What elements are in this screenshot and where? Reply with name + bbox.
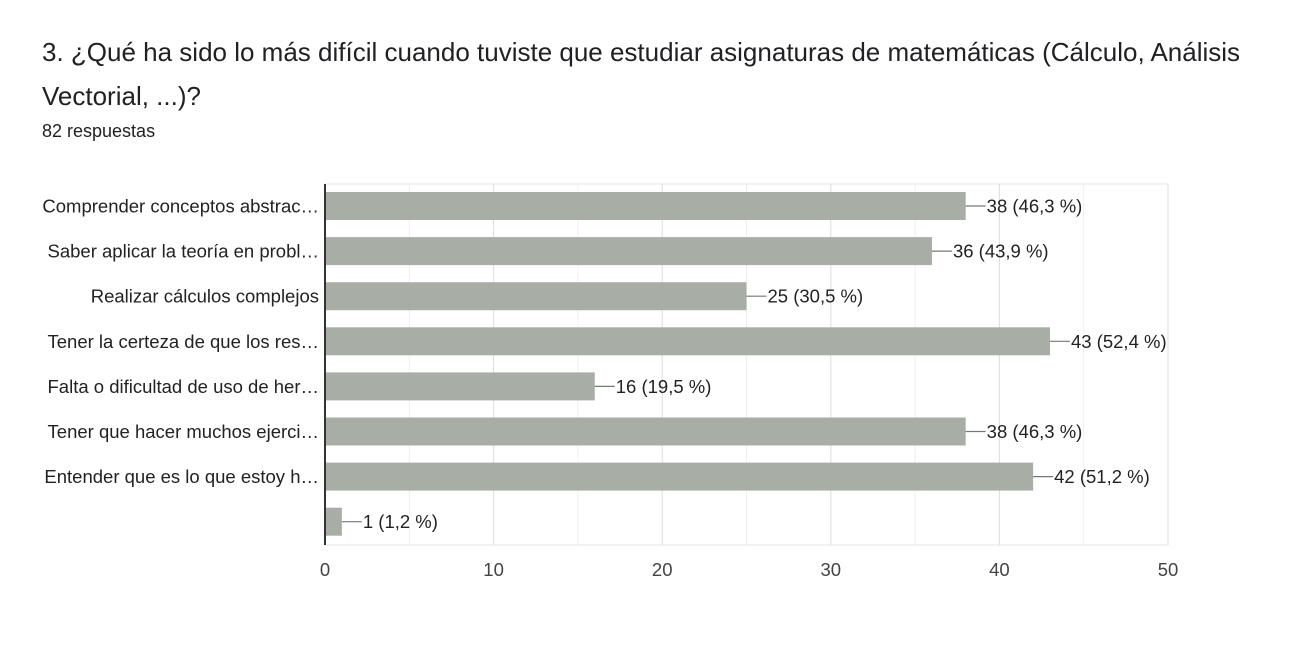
data-label: 36 (43,9 %) — [953, 241, 1049, 262]
bar — [325, 507, 342, 536]
category-label: Falta o dificultad de uso de her… — [48, 376, 320, 397]
category-label: Entender que es lo que estoy h… — [44, 466, 319, 487]
data-label: 38 (46,3 %) — [987, 196, 1083, 217]
category-label: Comprender conceptos abstrac… — [42, 196, 319, 217]
response-count: 82 respuestas — [42, 121, 156, 141]
x-tick-label: 40 — [989, 559, 1010, 580]
data-label: 38 (46,3 %) — [987, 421, 1083, 442]
bar — [325, 327, 1050, 356]
bar — [325, 237, 932, 266]
category-label: Tener que hacer muchos ejerci… — [48, 421, 319, 442]
x-tick-label: 50 — [1158, 559, 1179, 580]
data-label: 16 (19,5 %) — [616, 376, 712, 397]
bar — [325, 417, 966, 446]
category-label: Tener la certeza de que los res… — [48, 331, 319, 352]
bar — [325, 192, 966, 220]
category-label: Saber aplicar la teoría en probl… — [48, 241, 319, 262]
category-label: Realizar cálculos complejos — [91, 286, 319, 307]
x-tick-label: 20 — [652, 559, 673, 580]
question-title: 3. ¿Qué ha sido lo más difícil cuando tu… — [42, 37, 1241, 111]
data-label: 25 (30,5 %) — [768, 286, 864, 307]
x-tick-label: 30 — [821, 559, 842, 580]
x-tick-label: 10 — [483, 559, 504, 580]
bar — [325, 282, 747, 311]
x-tick-label: 0 — [320, 559, 330, 580]
data-label: 42 (51,2 %) — [1054, 466, 1150, 487]
bar — [325, 462, 1034, 491]
data-label: 1 (1,2 %) — [363, 511, 438, 532]
bar — [325, 372, 595, 401]
data-label: 43 (52,4 %) — [1071, 331, 1167, 352]
